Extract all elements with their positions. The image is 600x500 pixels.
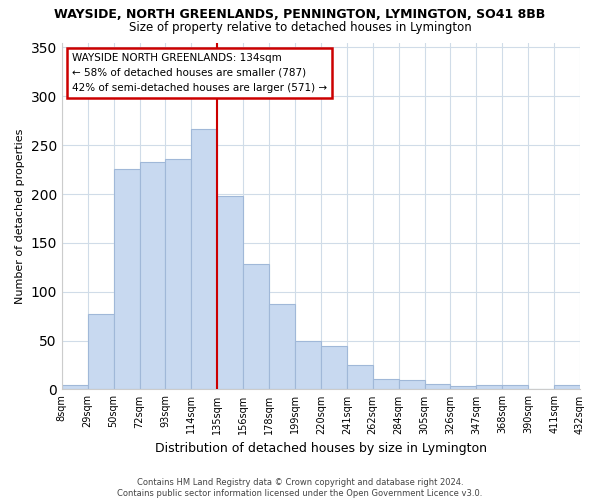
Text: Contains HM Land Registry data © Crown copyright and database right 2024.
Contai: Contains HM Land Registry data © Crown c… (118, 478, 482, 498)
Bar (88, 314, 113, 390)
Bar (191, 128, 217, 390)
Bar (502, 384, 528, 390)
Text: Size of property relative to detached houses in Lymington: Size of property relative to detached ho… (128, 21, 472, 34)
X-axis label: Distribution of detached houses by size in Lymington: Distribution of detached houses by size … (155, 442, 487, 455)
Bar (113, 168, 140, 390)
Bar (140, 162, 166, 390)
Bar (269, 304, 295, 390)
Bar (554, 384, 580, 390)
Text: WAYSIDE, NORTH GREENLANDS, PENNINGTON, LYMINGTON, SO41 8BB: WAYSIDE, NORTH GREENLANDS, PENNINGTON, L… (55, 8, 545, 20)
Bar (373, 378, 398, 390)
Bar (295, 340, 321, 390)
Bar (166, 159, 191, 390)
Bar (243, 264, 269, 390)
Bar (347, 365, 373, 390)
Text: WAYSIDE NORTH GREENLANDS: 134sqm
← 58% of detached houses are smaller (787)
42% : WAYSIDE NORTH GREENLANDS: 134sqm ← 58% o… (72, 53, 327, 92)
Bar (425, 384, 451, 390)
Bar (451, 386, 476, 390)
Bar (321, 346, 347, 390)
Bar (398, 380, 425, 390)
Y-axis label: Number of detached properties: Number of detached properties (15, 128, 25, 304)
Bar (217, 196, 243, 390)
Bar (62, 384, 88, 390)
Bar (476, 384, 502, 390)
